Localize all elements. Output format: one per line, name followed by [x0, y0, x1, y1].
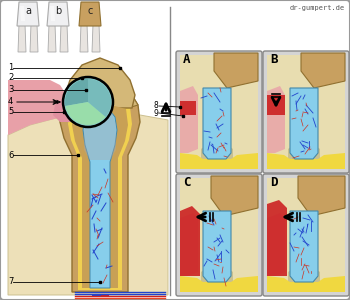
- Text: a: a: [25, 6, 31, 16]
- Polygon shape: [83, 105, 117, 288]
- Polygon shape: [201, 143, 233, 169]
- Text: 5: 5: [8, 107, 13, 116]
- FancyBboxPatch shape: [176, 174, 262, 296]
- Text: dr-gumpert.de: dr-gumpert.de: [290, 5, 345, 11]
- Polygon shape: [267, 178, 345, 292]
- Text: D: D: [270, 176, 278, 189]
- Polygon shape: [70, 70, 138, 108]
- FancyBboxPatch shape: [176, 51, 262, 173]
- Polygon shape: [92, 24, 100, 52]
- Polygon shape: [290, 211, 318, 282]
- FancyBboxPatch shape: [263, 51, 349, 173]
- Polygon shape: [267, 55, 345, 169]
- Circle shape: [63, 77, 113, 127]
- Polygon shape: [79, 2, 101, 26]
- Polygon shape: [267, 200, 287, 276]
- Polygon shape: [20, 6, 25, 21]
- Polygon shape: [201, 266, 233, 292]
- Polygon shape: [17, 2, 39, 26]
- Polygon shape: [8, 112, 168, 295]
- Polygon shape: [180, 213, 198, 276]
- Polygon shape: [180, 55, 258, 169]
- Polygon shape: [60, 24, 68, 52]
- Polygon shape: [65, 58, 135, 108]
- Polygon shape: [298, 176, 345, 216]
- Polygon shape: [8, 80, 70, 135]
- Polygon shape: [47, 2, 69, 26]
- Polygon shape: [53, 100, 74, 122]
- Polygon shape: [48, 24, 56, 52]
- Text: 6: 6: [8, 151, 13, 160]
- Polygon shape: [203, 211, 231, 282]
- Wedge shape: [65, 102, 106, 125]
- Polygon shape: [18, 24, 26, 52]
- Polygon shape: [84, 107, 116, 160]
- Text: 9: 9: [153, 109, 158, 118]
- Polygon shape: [60, 76, 140, 292]
- Polygon shape: [267, 276, 345, 292]
- Polygon shape: [72, 102, 128, 288]
- Text: b: b: [55, 6, 61, 16]
- Polygon shape: [180, 86, 198, 153]
- Polygon shape: [288, 266, 320, 292]
- Polygon shape: [203, 88, 231, 159]
- Text: 7: 7: [8, 278, 13, 286]
- Polygon shape: [68, 100, 132, 290]
- Polygon shape: [267, 213, 285, 276]
- Polygon shape: [301, 53, 345, 88]
- Text: A: A: [183, 53, 190, 66]
- Wedge shape: [65, 79, 88, 106]
- Polygon shape: [288, 143, 320, 169]
- Polygon shape: [214, 53, 258, 88]
- Polygon shape: [80, 24, 88, 52]
- Text: 8: 8: [153, 100, 158, 109]
- Text: C: C: [183, 176, 190, 189]
- Polygon shape: [180, 101, 196, 115]
- Text: 2: 2: [8, 74, 13, 82]
- Polygon shape: [267, 86, 285, 153]
- Text: 1: 1: [8, 64, 13, 73]
- Polygon shape: [180, 178, 258, 292]
- Polygon shape: [30, 24, 38, 52]
- Polygon shape: [267, 95, 285, 115]
- Polygon shape: [290, 88, 318, 159]
- Polygon shape: [180, 206, 200, 276]
- Polygon shape: [50, 6, 55, 21]
- Polygon shape: [180, 153, 258, 169]
- Text: B: B: [270, 53, 278, 66]
- Polygon shape: [180, 276, 258, 292]
- Text: 4: 4: [8, 98, 13, 106]
- Wedge shape: [88, 79, 111, 117]
- Text: c: c: [87, 6, 93, 16]
- Polygon shape: [267, 153, 345, 169]
- Text: 3: 3: [8, 85, 13, 94]
- Polygon shape: [211, 176, 258, 216]
- FancyBboxPatch shape: [263, 174, 349, 296]
